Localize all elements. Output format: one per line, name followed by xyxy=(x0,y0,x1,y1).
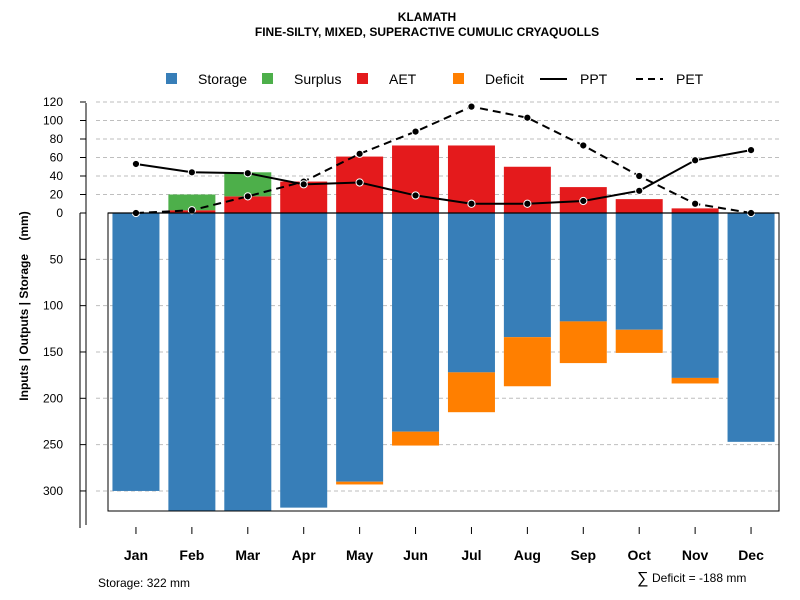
bar-storage xyxy=(559,213,607,322)
x-tick-label: May xyxy=(346,547,373,563)
y-tick-label: 100 xyxy=(43,114,63,128)
bar-storage xyxy=(447,213,495,373)
x-tick-label: Apr xyxy=(292,547,317,563)
legend-swatch-aet xyxy=(357,73,368,84)
line-ppt xyxy=(135,149,752,205)
bar-deficit xyxy=(503,337,551,387)
bar-storage xyxy=(336,213,384,482)
y-tick-label: 200 xyxy=(43,391,63,405)
lines xyxy=(131,102,756,218)
bar-storage xyxy=(392,213,440,432)
point-ppt xyxy=(579,196,588,206)
x-tick-label: Jun xyxy=(403,547,428,563)
chart-title: KLAMATH xyxy=(398,10,456,24)
bar-aet xyxy=(224,196,272,213)
y-tick-label: 150 xyxy=(43,345,63,359)
point-ppt xyxy=(131,159,141,169)
y-tick-label: 0 xyxy=(56,206,63,220)
point-pet xyxy=(579,141,588,150)
point-pet xyxy=(467,102,476,111)
bar-deficit xyxy=(671,377,719,384)
y-tick-label: 80 xyxy=(50,132,64,146)
bar-storage xyxy=(224,213,272,512)
y-tick-label: 120 xyxy=(43,95,63,109)
bar-deficit xyxy=(336,481,384,485)
point-pet xyxy=(187,206,196,215)
bar-storage xyxy=(671,213,719,378)
x-tick-label: Jan xyxy=(124,547,148,563)
y-tick-label: 40 xyxy=(50,169,64,183)
point-pet xyxy=(635,171,644,181)
point-ppt xyxy=(299,180,308,189)
legend-label-pet: PET xyxy=(676,71,704,87)
point-ppt xyxy=(635,186,644,195)
bars xyxy=(112,145,775,512)
bar-storage xyxy=(727,213,775,442)
footer-deficit-symbol: ∑ xyxy=(637,570,648,587)
x-tick-label: Aug xyxy=(514,547,541,563)
x-tick-label: Nov xyxy=(682,547,709,563)
footer-storage: Storage: 322 mm xyxy=(98,576,190,590)
y-tick-label: 300 xyxy=(43,484,63,498)
bar-storage xyxy=(112,213,160,491)
point-pet xyxy=(523,113,532,122)
legend-label-deficit: Deficit xyxy=(485,71,524,87)
y-tick-label: 60 xyxy=(50,151,64,165)
x-tick-label: Dec xyxy=(738,547,764,563)
y-tick-label: 250 xyxy=(43,438,63,452)
y-tick-label: 50 xyxy=(50,252,64,266)
bar-storage xyxy=(168,213,216,512)
bar-aet xyxy=(615,199,663,213)
bar-storage xyxy=(615,213,663,330)
bar-deficit xyxy=(447,372,495,413)
legend-swatch-surplus xyxy=(262,73,273,84)
y-tick-label: 100 xyxy=(43,299,63,313)
bar-storage xyxy=(503,213,551,338)
bar-aet xyxy=(392,145,440,213)
point-pet xyxy=(355,149,364,158)
point-ppt xyxy=(243,169,252,178)
legend-swatch-storage xyxy=(166,73,177,84)
point-ppt xyxy=(187,168,196,177)
x-tick-label: Jul xyxy=(461,547,481,563)
bar-deficit xyxy=(392,431,440,446)
point-pet xyxy=(411,127,420,136)
point-ppt xyxy=(355,178,364,187)
point-ppt xyxy=(746,146,756,155)
x-tick-label: Sep xyxy=(570,547,596,563)
x-tick-label: Oct xyxy=(628,547,652,563)
point-pet xyxy=(691,199,700,208)
point-ppt xyxy=(691,156,700,165)
point-ppt xyxy=(411,191,420,200)
legend-label-surplus: Surplus xyxy=(294,71,341,87)
y-axis-label: Inputs | Outputs | Storage (mm) xyxy=(17,211,31,400)
legend-swatch-deficit xyxy=(453,73,464,84)
point-pet xyxy=(243,192,252,201)
legend-label-storage: Storage xyxy=(198,71,247,87)
point-ppt xyxy=(523,199,532,208)
bar-deficit xyxy=(559,321,607,364)
line-pet xyxy=(135,105,752,214)
x-tick-label: Mar xyxy=(235,547,260,563)
y-tick-label: 20 xyxy=(50,188,64,202)
legend-label-aet: AET xyxy=(389,71,417,87)
legend-label-ppt: PPT xyxy=(580,71,608,87)
bar-storage xyxy=(280,213,328,508)
bar-aet xyxy=(671,208,719,213)
x-tick-label: Feb xyxy=(179,547,204,563)
footer-deficit: Deficit = -188 mm xyxy=(652,571,746,585)
bar-deficit xyxy=(615,329,663,353)
chart-subtitle: FINE-SILTY, MIXED, SUPERACTIVE CUMULIC C… xyxy=(255,25,599,39)
legend: Storage Surplus AET Deficit PPT PET xyxy=(166,71,704,87)
point-ppt xyxy=(467,199,476,208)
